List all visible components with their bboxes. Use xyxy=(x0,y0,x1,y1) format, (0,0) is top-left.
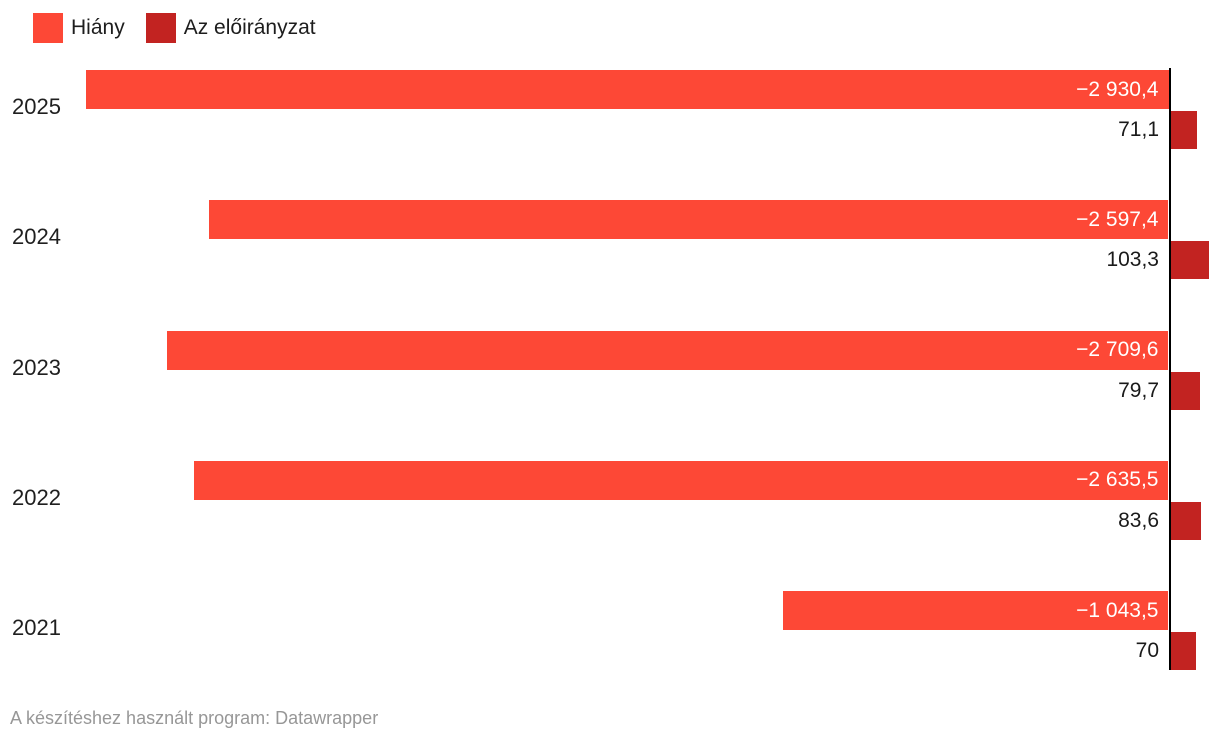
target-bar xyxy=(1170,632,1197,670)
deficit-bar: −2 635,5 xyxy=(194,460,1169,500)
deficit-value-label: −1 043,5 xyxy=(1076,598,1159,622)
legend-label-hiany: Hiány xyxy=(71,16,125,39)
target-value-label: 70 xyxy=(1135,639,1159,662)
deficit-bar: −2 930,4 xyxy=(85,70,1169,109)
deficit-value-label: −2 635,5 xyxy=(1076,468,1159,492)
legend-swatch-hiany xyxy=(33,13,63,43)
target-value-label: 79,7 xyxy=(1118,378,1159,402)
deficit-bar: −2 597,4 xyxy=(208,200,1169,240)
deficit-bar: −2 709,6 xyxy=(167,330,1169,370)
target-bar xyxy=(1170,111,1197,149)
target-bar xyxy=(1170,501,1202,540)
year-label: 2024 xyxy=(12,224,61,250)
legend-item-hiany: Hiány xyxy=(33,13,125,43)
deficit-value-label: −2 709,6 xyxy=(1076,338,1159,361)
year-label: 2025 xyxy=(12,94,61,119)
deficit-value-label: −2 930,4 xyxy=(1076,77,1159,101)
year-label: 2021 xyxy=(12,615,61,640)
legend-item-eloiranyzat: Az előirányzat xyxy=(145,13,316,43)
legend: Hiány Az előirányzat xyxy=(33,13,316,43)
deficit-bar: −1 043,5 xyxy=(782,591,1169,630)
target-bar xyxy=(1170,371,1200,410)
deficit-value-label: −2 597,4 xyxy=(1076,207,1159,231)
target-value-label: 103,3 xyxy=(1106,248,1159,272)
legend-label-eloiranyzat: Az előirányzat xyxy=(183,16,316,39)
attribution-text: A készítéshez használt program: Datawrap… xyxy=(10,708,379,728)
target-value-label: 83,6 xyxy=(1118,508,1159,532)
baseline-axis xyxy=(1168,68,1171,670)
target-value-label: 71,1 xyxy=(1118,118,1159,141)
target-bar xyxy=(1170,241,1209,280)
year-label: 2022 xyxy=(12,484,61,510)
year-label: 2023 xyxy=(12,354,61,380)
legend-swatch-eloiranyzat xyxy=(145,13,176,43)
